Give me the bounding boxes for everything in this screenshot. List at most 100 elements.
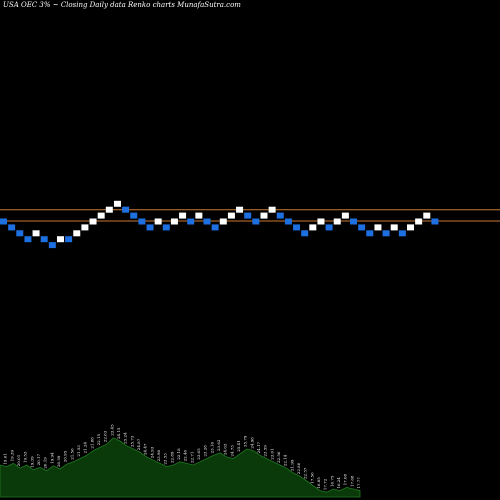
renko-bricks [0, 200, 439, 249]
volume-value-label: 21.24 [83, 441, 88, 453]
renko-brick-up [195, 212, 203, 219]
renko-brick-down [293, 224, 301, 231]
renko-brick-down [138, 218, 146, 225]
volume-value-label: 23.65 [196, 448, 201, 460]
renko-brick-down [276, 212, 284, 219]
volume-value-label: 23.59 [263, 445, 268, 457]
volume-value-label: 19.39 [29, 456, 34, 468]
renko-brick-up [105, 206, 113, 213]
volume-value-label: 24.93 [149, 446, 154, 458]
renko-brick-up [170, 218, 178, 225]
renko-brick-down [8, 224, 16, 231]
renko-brick-down [65, 236, 73, 243]
renko-brick-up [154, 218, 162, 225]
renko-brick-down [146, 224, 154, 231]
volume-value-label: 23.98 [156, 449, 161, 461]
volume-value-label: 20.95 [63, 450, 68, 462]
volume-value-label: 17.56 [309, 472, 314, 484]
volume-value-label: 24.96 [249, 437, 254, 449]
volume-value-label: 23.01 [269, 448, 274, 459]
volume-value-label: 19.39 [9, 449, 14, 461]
renko-brick-up [333, 218, 341, 225]
volume-value-label: 20.17 [36, 453, 41, 465]
volume-value-label: 23.16 [209, 441, 214, 453]
renko-brick-down [48, 242, 56, 249]
volume-value-label: 24.73 [229, 445, 234, 457]
volume-value-label: 17.08 [343, 473, 348, 485]
renko-brick-down [284, 218, 292, 225]
volume-value-label: 24.87 [136, 438, 141, 450]
volume-value-label: 19.53 [23, 451, 28, 463]
volume-value-label: 20.59 [56, 455, 61, 467]
renko-brick-down [40, 236, 48, 243]
renko-brick-down [301, 230, 309, 237]
renko-brick-up [374, 224, 382, 231]
volume-value-label: 21.53 [76, 445, 81, 457]
volume-value-label: 23.62 [216, 439, 221, 451]
renko-brick-down [187, 218, 195, 225]
renko-brick-up [268, 206, 276, 213]
renko-brick-up [32, 230, 40, 237]
volume-value-label: 25.79 [243, 435, 248, 447]
renko-brick-down [16, 230, 24, 237]
renko-brick-down [252, 218, 260, 225]
renko-brick-down [431, 218, 439, 225]
renko-brick-down [130, 212, 138, 219]
volume-value-label: 23.28 [203, 445, 208, 457]
volume-value-label: 16.85 [316, 477, 321, 489]
volume-value-label: 23.53 [163, 453, 168, 465]
renko-brick-up [236, 206, 244, 213]
renko-brick-up [113, 200, 121, 207]
renko-brick-down [162, 224, 170, 231]
renko-brick-down [211, 224, 219, 231]
renko-brick-down [122, 206, 130, 213]
volume-value-label: 17.77 [356, 477, 361, 489]
renko-brick-down [398, 230, 406, 237]
volume-value-label: 21.99 [289, 459, 294, 471]
renko-brick-up [260, 212, 268, 219]
volume-value-label: 17.72 [323, 478, 328, 490]
volume-value-label: 20.01 [16, 455, 21, 466]
volume-value-label: 22.14 [283, 454, 288, 466]
volume-value-label: 19.61 [3, 453, 8, 464]
volume-value-label: 23.45 [109, 424, 114, 436]
renko-brick-up [407, 224, 414, 231]
renko-brick-up [81, 224, 89, 231]
chart-title: USA OEC 3% ~ Closing Daily data Renko ch… [3, 1, 241, 9]
renko-brick-up [341, 212, 349, 219]
renko-brick-up [56, 236, 64, 243]
volume-value-label: 24.03 [223, 443, 228, 455]
renko-brick-down [366, 230, 374, 237]
volume-value-label: 22.56 [276, 451, 281, 463]
renko-brick-up [415, 218, 423, 225]
volume-value-label: 24.15 [116, 427, 121, 439]
volume-value-label: 22.15 [96, 433, 101, 445]
renko-brick-up [309, 224, 317, 231]
volume-value-label: 21.56 [69, 448, 74, 460]
renko-brick-up [390, 224, 398, 231]
volume-value-label: 22.57 [303, 467, 308, 479]
volume-value-label: 21.86 [89, 437, 94, 449]
volume-value-label: 22.18 [176, 448, 181, 460]
volume-value-label: 16.75 [329, 475, 334, 487]
volume-value-label: 22.63 [103, 430, 108, 442]
renko-brick-down [358, 224, 366, 231]
renko-brick-up [179, 212, 187, 219]
renko-brick-down [203, 218, 211, 225]
renko-brick-up [89, 218, 97, 225]
renko-brick-down [325, 224, 333, 231]
volume-value-label: 20.19 [43, 457, 48, 469]
renko-brick-up [73, 230, 81, 237]
volume-area [0, 437, 361, 498]
volume-value-label: 22.71 [189, 452, 194, 463]
renko-brick-up [97, 212, 105, 219]
renko-brick-down [382, 230, 390, 237]
renko-brick-up [219, 218, 227, 225]
volume-value-label: 24.17 [256, 441, 261, 453]
volume-value-label: 19.94 [49, 452, 54, 464]
volume-value-label: 22.46 [183, 449, 188, 461]
volume-value-label: 17.68 [349, 475, 354, 487]
volume-value-label: 25.24 [123, 432, 128, 444]
volume-value-label: 19.25 [0, 451, 1, 463]
